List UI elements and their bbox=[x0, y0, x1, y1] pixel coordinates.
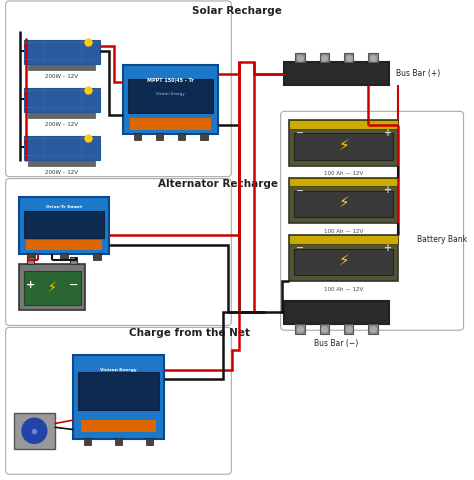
Bar bbox=[73, 355, 164, 439]
Bar bbox=[60, 253, 68, 260]
Text: +: + bbox=[383, 128, 392, 138]
Bar bbox=[289, 120, 398, 166]
Bar bbox=[130, 118, 211, 130]
Text: 200W – 12V: 200W – 12V bbox=[45, 74, 78, 79]
Bar bbox=[295, 53, 305, 62]
Bar bbox=[93, 253, 101, 260]
Text: −: − bbox=[295, 185, 304, 195]
Bar bbox=[146, 438, 153, 445]
Bar bbox=[27, 257, 34, 264]
Circle shape bbox=[22, 418, 47, 444]
Bar bbox=[19, 197, 109, 254]
Bar bbox=[294, 191, 393, 217]
Bar bbox=[319, 324, 329, 334]
Text: −: − bbox=[69, 279, 78, 289]
Text: 100 Ah — 12V: 100 Ah — 12V bbox=[324, 171, 363, 176]
Bar bbox=[28, 112, 95, 118]
Bar bbox=[289, 235, 398, 281]
Bar bbox=[294, 133, 393, 160]
Bar bbox=[24, 136, 100, 160]
Bar bbox=[295, 324, 305, 334]
Bar bbox=[24, 271, 81, 305]
Text: Charge from the Net: Charge from the Net bbox=[129, 328, 250, 337]
Bar bbox=[289, 120, 398, 129]
Text: 100 Ah — 12V: 100 Ah — 12V bbox=[324, 229, 363, 234]
Bar bbox=[344, 324, 354, 334]
Text: ⚡: ⚡ bbox=[48, 280, 56, 293]
Text: −: − bbox=[295, 243, 304, 253]
Text: Bus Bar (−): Bus Bar (−) bbox=[314, 339, 359, 348]
Bar bbox=[289, 235, 398, 244]
Text: Solar Recharge: Solar Recharge bbox=[192, 6, 282, 16]
Text: Alternator Recharge: Alternator Recharge bbox=[158, 179, 278, 189]
Bar bbox=[84, 438, 91, 445]
Bar bbox=[294, 249, 393, 275]
Bar bbox=[24, 40, 100, 64]
Bar bbox=[28, 160, 95, 166]
Bar bbox=[344, 53, 354, 62]
Bar bbox=[200, 133, 208, 140]
Text: 100 Ah — 12V: 100 Ah — 12V bbox=[324, 287, 363, 291]
Text: Orion-Tr Smart: Orion-Tr Smart bbox=[46, 205, 82, 209]
Bar bbox=[134, 133, 141, 140]
Text: Victron Energy: Victron Energy bbox=[156, 92, 185, 96]
Bar bbox=[368, 53, 378, 62]
Bar bbox=[19, 264, 85, 310]
Bar bbox=[81, 420, 156, 432]
Text: ⚡: ⚡ bbox=[338, 195, 349, 210]
Bar bbox=[24, 211, 104, 238]
Bar bbox=[78, 372, 159, 410]
Bar bbox=[27, 253, 35, 260]
Text: −: − bbox=[295, 128, 304, 138]
Text: Battery Bank: Battery Bank bbox=[417, 236, 467, 244]
Bar bbox=[26, 240, 102, 250]
Bar bbox=[24, 88, 100, 112]
Text: +: + bbox=[26, 279, 36, 289]
Text: MPPT 150|45 - Tr: MPPT 150|45 - Tr bbox=[147, 78, 194, 83]
Text: ⚡: ⚡ bbox=[338, 138, 349, 153]
Text: ⚡: ⚡ bbox=[338, 253, 349, 268]
Text: 200W – 12V: 200W – 12V bbox=[45, 170, 78, 175]
Bar bbox=[289, 178, 398, 186]
Bar bbox=[156, 133, 164, 140]
Text: Bus Bar (+): Bus Bar (+) bbox=[396, 70, 440, 78]
Text: Victron Energy: Victron Energy bbox=[100, 368, 137, 372]
Bar bbox=[289, 178, 398, 223]
Text: +: + bbox=[383, 243, 392, 253]
Bar bbox=[123, 65, 218, 134]
Text: 200W – 12V: 200W – 12V bbox=[45, 122, 78, 127]
Bar bbox=[115, 438, 122, 445]
Text: +: + bbox=[383, 185, 392, 195]
Bar bbox=[284, 301, 389, 324]
Bar bbox=[284, 62, 389, 85]
Bar bbox=[368, 324, 378, 334]
Bar bbox=[178, 133, 185, 140]
Bar bbox=[28, 64, 95, 70]
Bar bbox=[14, 413, 55, 449]
Bar bbox=[128, 79, 213, 113]
Bar bbox=[70, 257, 77, 264]
Bar bbox=[319, 53, 329, 62]
